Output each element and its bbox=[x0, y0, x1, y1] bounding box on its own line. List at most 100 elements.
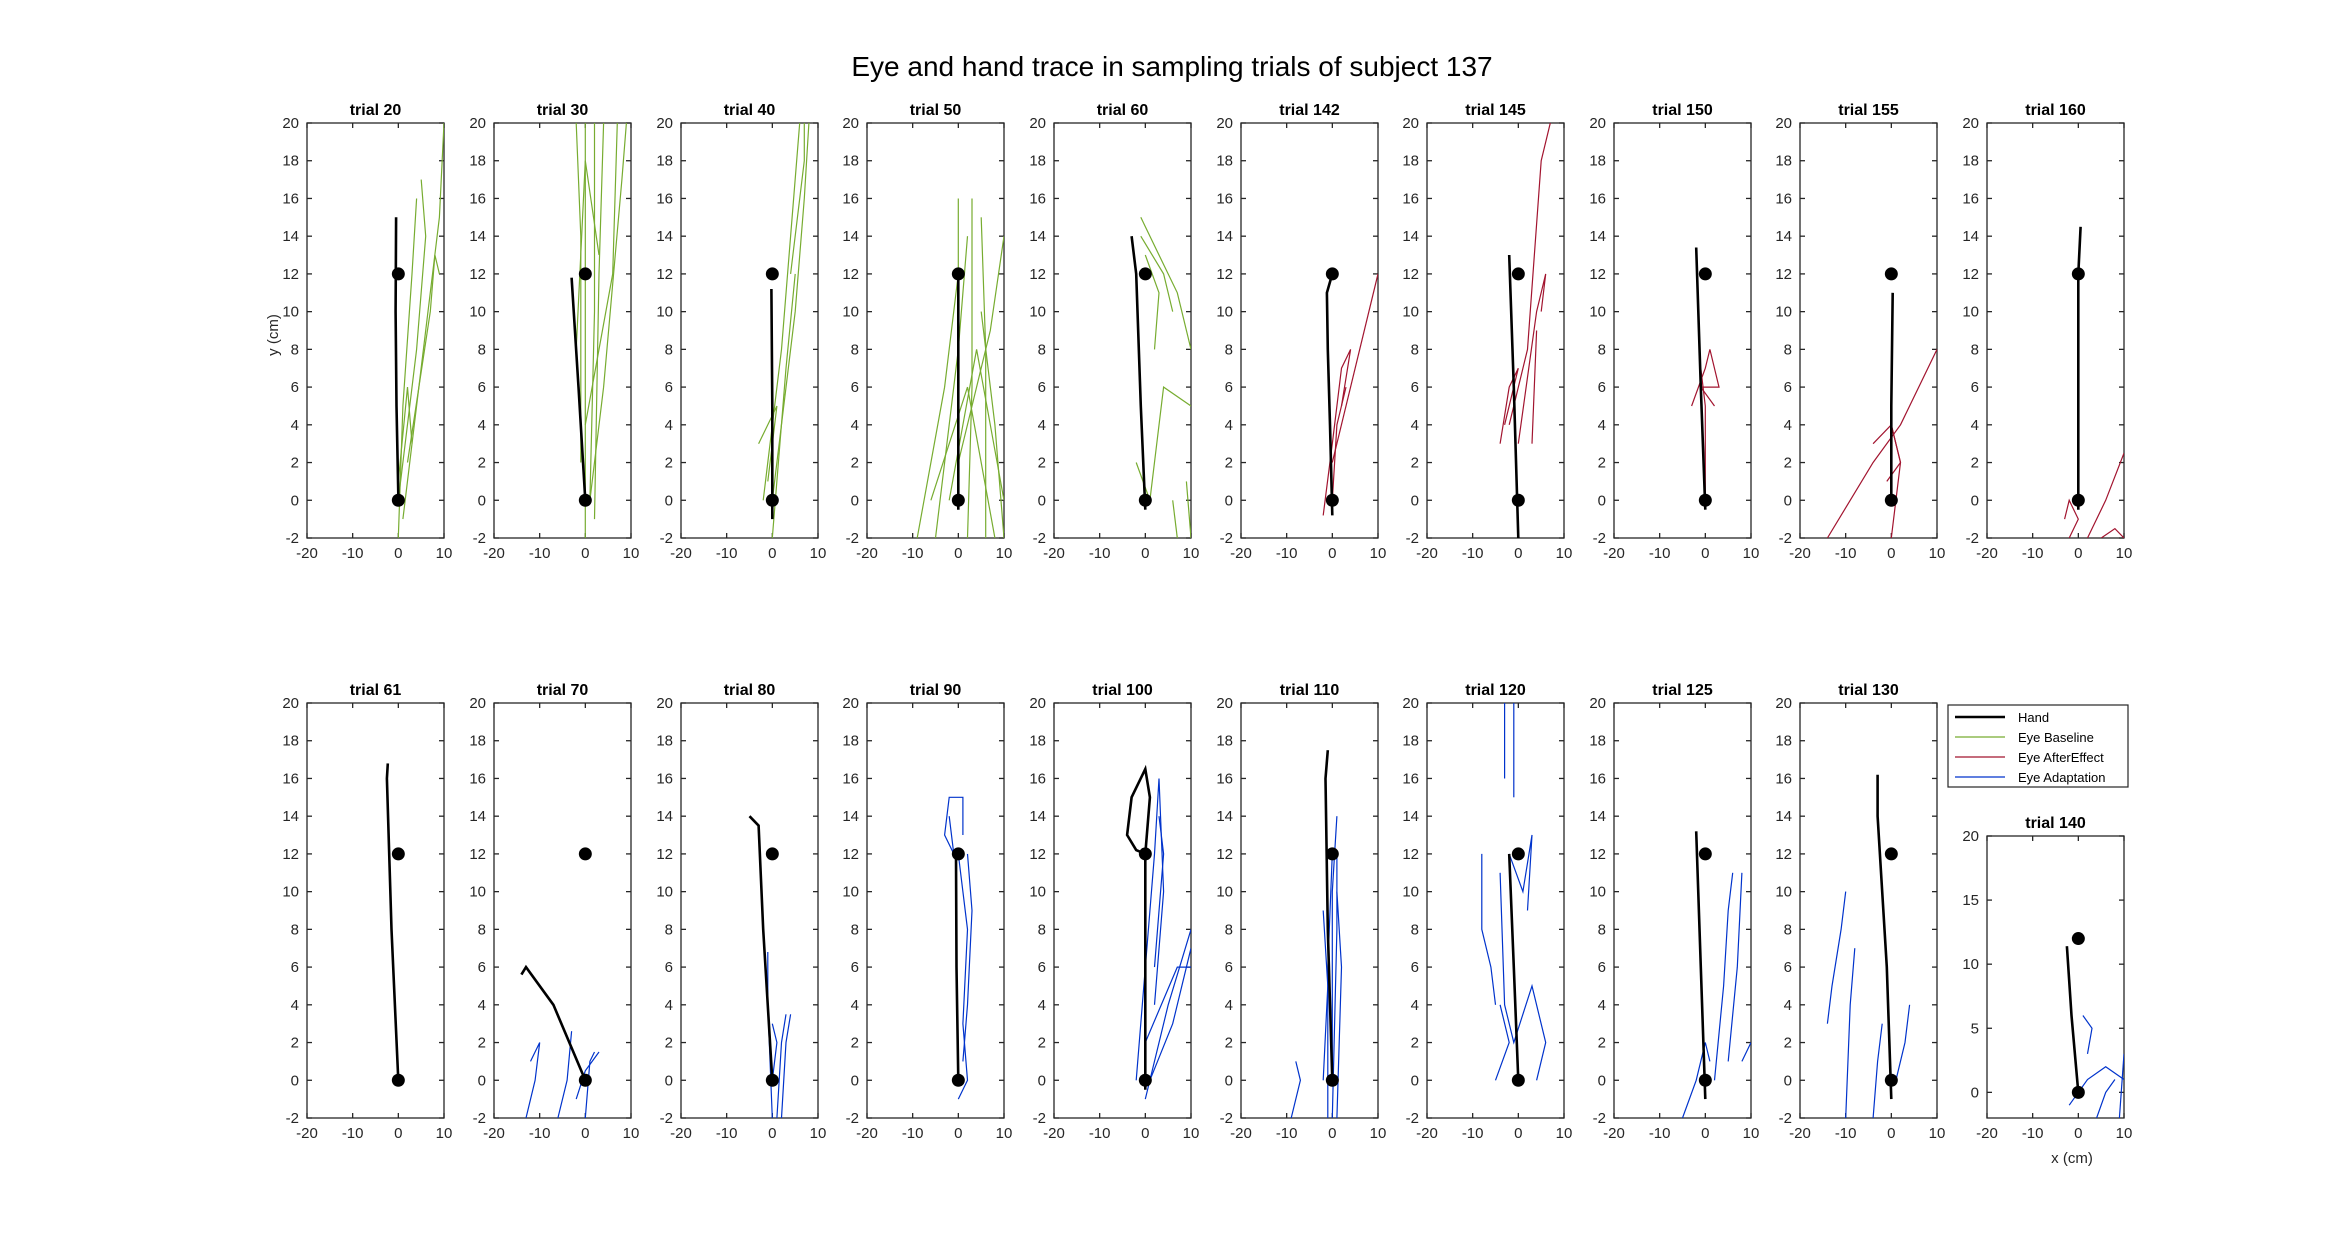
x-tick-label: 10 bbox=[1370, 1125, 1387, 1142]
x-tick-label: 0 bbox=[581, 1125, 589, 1142]
y-tick-label: 0 bbox=[851, 1072, 859, 1089]
y-tick-label: 6 bbox=[291, 959, 299, 976]
panel-title: trial 110 bbox=[1280, 682, 1340, 699]
x-tick-label: -20 bbox=[1416, 1125, 1438, 1142]
x-tick-label: 0 bbox=[954, 1125, 962, 1142]
x-tick-label: 10 bbox=[1929, 545, 1946, 562]
x-tick-label: -10 bbox=[529, 1125, 551, 1142]
y-tick-label: 0 bbox=[1598, 1072, 1606, 1089]
y-tick-label: 18 bbox=[1402, 733, 1419, 750]
y-tick-label: 2 bbox=[1038, 455, 1046, 472]
target-marker bbox=[578, 493, 592, 507]
x-tick-label: 10 bbox=[1183, 545, 1200, 562]
target-marker bbox=[1138, 267, 1152, 281]
y-tick-label: 12 bbox=[469, 846, 486, 863]
x-tick-label: 0 bbox=[1141, 545, 1149, 562]
eye-trace bbox=[1494, 1004, 1510, 1081]
plot-area bbox=[1826, 267, 1937, 538]
y-tick-label: 2 bbox=[1411, 455, 1419, 472]
y-tick-label: 12 bbox=[656, 266, 673, 283]
target-marker bbox=[1325, 847, 1339, 861]
x-tick-label: -10 bbox=[342, 545, 364, 562]
y-tick-label: 16 bbox=[1589, 770, 1606, 787]
panel-title: trial 60 bbox=[1097, 102, 1149, 119]
y-tick-label: 16 bbox=[1589, 190, 1606, 207]
y-tick-label: 16 bbox=[1029, 190, 1046, 207]
y-tick-label: -2 bbox=[473, 1110, 486, 1127]
eye-trace bbox=[1681, 1042, 1711, 1118]
target-marker bbox=[765, 847, 779, 861]
x-tick-label: -10 bbox=[716, 545, 738, 562]
y-tick-label: 15 bbox=[1962, 892, 1979, 909]
eye-trace bbox=[1336, 891, 1343, 1118]
panel-title: trial 160 bbox=[2025, 102, 2086, 119]
y-tick-label: 16 bbox=[1962, 190, 1979, 207]
eye-trace bbox=[2100, 527, 2124, 538]
y-tick-label: 4 bbox=[1038, 417, 1046, 434]
plot-area bbox=[1481, 703, 1547, 1087]
eye-trace bbox=[771, 273, 796, 538]
axes-box bbox=[1986, 122, 2125, 539]
plot-area bbox=[1691, 247, 1720, 510]
y-tick-label: 0 bbox=[478, 492, 486, 509]
x-tick-label: 10 bbox=[1183, 1125, 1200, 1142]
y-tick-label: 6 bbox=[1038, 379, 1046, 396]
y-tick-label: 0 bbox=[1038, 492, 1046, 509]
x-tick-label: -20 bbox=[1603, 1125, 1625, 1142]
y-tick-label: 12 bbox=[1589, 846, 1606, 863]
y-tick-label: 20 bbox=[1775, 695, 1792, 712]
axes-box bbox=[1426, 122, 1565, 539]
y-tick-label: 14 bbox=[282, 228, 299, 245]
x-tick-label: 10 bbox=[436, 1125, 453, 1142]
axes-box bbox=[866, 702, 1005, 1119]
hand-trace bbox=[1130, 236, 1147, 510]
target-marker bbox=[1325, 1073, 1339, 1087]
y-tick-label: 14 bbox=[282, 808, 299, 825]
y-tick-label: 14 bbox=[1589, 228, 1606, 245]
y-tick-label: 14 bbox=[469, 808, 486, 825]
y-tick-label: 10 bbox=[1775, 884, 1792, 901]
axes-box bbox=[1240, 122, 1379, 539]
axes-box bbox=[306, 122, 445, 539]
eye-trace bbox=[1531, 330, 1538, 444]
y-tick-label: 12 bbox=[469, 266, 486, 283]
eye-trace bbox=[1845, 948, 1856, 1118]
x-tick-label: 10 bbox=[623, 1125, 640, 1142]
y-tick-label: 10 bbox=[469, 884, 486, 901]
y-tick-label: 6 bbox=[478, 959, 486, 976]
y-tick-label: 18 bbox=[469, 733, 486, 750]
x-tick-label: -10 bbox=[1462, 545, 1484, 562]
y-tick-label: 20 bbox=[656, 695, 673, 712]
y-tick-label: 10 bbox=[1589, 884, 1606, 901]
y-tick-label: 14 bbox=[656, 808, 673, 825]
eye-trace bbox=[1826, 891, 1847, 1024]
axes-box bbox=[1799, 702, 1938, 1119]
y-tick-label: 18 bbox=[1029, 733, 1046, 750]
axes-box bbox=[1240, 702, 1379, 1119]
y-tick-label: 6 bbox=[1411, 379, 1419, 396]
plot-area bbox=[391, 123, 444, 538]
y-tick-label: 6 bbox=[1038, 959, 1046, 976]
plot-area bbox=[1499, 123, 1551, 538]
eye-trace bbox=[1135, 778, 1165, 1081]
eye-trace bbox=[758, 405, 778, 482]
y-tick-label: 4 bbox=[1225, 997, 1233, 1014]
y-tick-label: 20 bbox=[1589, 695, 1606, 712]
y-tick-label: 6 bbox=[478, 379, 486, 396]
y-tick-label: 10 bbox=[282, 304, 299, 321]
eye-trace bbox=[525, 1042, 541, 1118]
y-tick-label: 2 bbox=[1038, 1035, 1046, 1052]
target-marker bbox=[391, 847, 405, 861]
eye-trace bbox=[1144, 929, 1191, 1100]
y-tick-label: 18 bbox=[282, 733, 299, 750]
y-tick-label: 20 bbox=[842, 115, 859, 132]
y-tick-label: 10 bbox=[1402, 304, 1419, 321]
y-tick-label: 20 bbox=[842, 695, 859, 712]
target-marker bbox=[1511, 267, 1525, 281]
y-tick-label: 18 bbox=[282, 153, 299, 170]
y-tick-label: 2 bbox=[1225, 1035, 1233, 1052]
y-tick-label: 18 bbox=[1029, 153, 1046, 170]
y-tick-label: 10 bbox=[842, 304, 859, 321]
y-tick-label: 6 bbox=[851, 959, 859, 976]
